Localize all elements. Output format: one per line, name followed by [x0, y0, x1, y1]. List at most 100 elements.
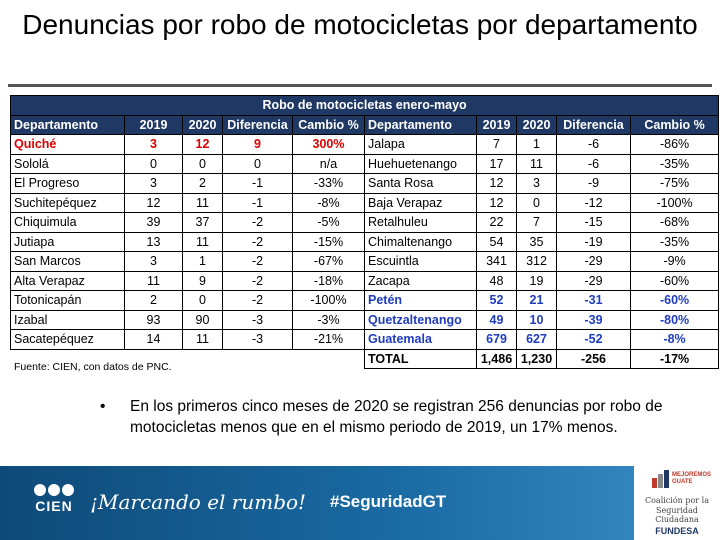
table-cell: Izabal [10, 309, 125, 330]
col-header: Departamento [10, 114, 125, 135]
table-cell: Jutiapa [10, 231, 125, 252]
table-cell: -100% [292, 290, 365, 311]
table-cell: Jalapa [364, 134, 477, 155]
table-cell: 39 [124, 212, 183, 233]
table-cell: -1 [222, 173, 293, 194]
title-divider [8, 84, 712, 87]
table-cell: 12 [476, 192, 517, 213]
table-cell: 14 [124, 329, 183, 350]
source-note: Fuente: CIEN, con datos de PNC. [14, 361, 172, 373]
table-cell: 0 [182, 153, 223, 174]
table-cell: -12 [556, 192, 631, 213]
table-cell: 11 [182, 192, 223, 213]
table-cell: 9 [222, 134, 293, 155]
table-cell: Sacatepéquez [10, 329, 125, 350]
table-cell: Totonicapán [10, 290, 125, 311]
logo-text: CIEN [35, 498, 73, 514]
table-cell: 7 [516, 212, 557, 233]
logo-dot-icon [62, 484, 74, 496]
logo-dot-icon [48, 484, 60, 496]
table-cell: 11 [182, 329, 223, 350]
table-cell: Chimaltenango [364, 231, 477, 252]
col-header: 2020 [182, 114, 223, 135]
partner-logo: MEJOREMOS GUATE Coalición por la Segurid… [634, 466, 720, 540]
table-cell: -68% [629, 212, 720, 233]
table-cell: 49 [476, 309, 517, 330]
table-cell: 19 [516, 270, 557, 291]
table-cell: Alta Verapaz [10, 270, 125, 291]
table-cell: Baja Verapaz [364, 192, 477, 213]
table-row: Totonicapán 2 0 -2 -100% Petén 52 21 -31 -60% [10, 290, 720, 311]
cien-logo: CIEN [34, 484, 74, 522]
col-header: 2020 [516, 114, 557, 135]
table-cell: -2 [222, 290, 293, 311]
partner-small-text: MEJOREMOS GUATE [672, 472, 712, 485]
table-cell: n/a [292, 153, 365, 174]
table-cell: -2 [222, 212, 293, 233]
table-cell: 93 [124, 309, 183, 330]
table-cell: -15% [292, 231, 365, 252]
table-cell: -5% [292, 212, 365, 233]
fundesa-text: FUNDESA [655, 526, 699, 536]
table-cell: 0 [124, 153, 183, 174]
table-cell: -19 [556, 231, 631, 252]
col-header: Cambio % [629, 114, 720, 135]
col-header: Diferencia [222, 114, 293, 135]
slogan: ¡Marcando el rumbo! [90, 490, 307, 514]
table-cell: Quetzaltenango [364, 309, 477, 330]
table-cell: 10 [516, 309, 557, 330]
table-cell: 679 [476, 329, 517, 350]
table-cell: 22 [476, 212, 517, 233]
table-row: San Marcos 3 1 -2 -67% Escuintla 341 312 -29 -9% [10, 251, 720, 272]
table-row: El Progreso 3 2 -1 -33% Santa Rosa 12 3 -9 -75% [10, 173, 720, 194]
table-cell: Escuintla [364, 251, 477, 272]
col-header: Diferencia [556, 114, 631, 135]
partner-line-1: Coalición por la [644, 496, 709, 505]
total-cell: -256 [556, 348, 631, 369]
table-cell: -3 [222, 329, 293, 350]
table-cell: 3 [516, 173, 557, 194]
partner-mark-icon [652, 470, 669, 488]
table-cell: 48 [476, 270, 517, 291]
table-cell: 12 [182, 134, 223, 155]
total-cell: TOTAL [364, 348, 477, 369]
bullet-icon: • [100, 398, 106, 415]
table-cell: 11 [124, 270, 183, 291]
partner-line-2: Seguridad Ciudadana [655, 506, 699, 524]
table-cell: Chiquimula [10, 212, 125, 233]
table-cell: -9% [629, 251, 720, 272]
table-cell: 11 [182, 231, 223, 252]
table-row: Sacatepéquez 14 11 -3 -21% Guatemala 679 627 -52… [10, 329, 720, 350]
table-row: Alta Verapaz 11 9 -2 -18% Zacapa 48 19 -29 -60% [10, 270, 720, 291]
table-cell: 312 [516, 251, 557, 272]
table-cell: 90 [182, 309, 223, 330]
table-cell: 12 [124, 192, 183, 213]
table-cell: Santa Rosa [364, 173, 477, 194]
table-cell: -35% [629, 153, 720, 174]
table-cell: 17 [476, 153, 517, 174]
table-cell: -1 [222, 192, 293, 213]
table-cell: Huehuetenango [364, 153, 477, 174]
table-cell: 0 [222, 153, 293, 174]
table-cell: El Progreso [10, 173, 125, 194]
table-cell: -2 [222, 251, 293, 272]
total-cell: 1,230 [516, 348, 557, 369]
col-header: 2019 [124, 114, 183, 135]
table-cell: -60% [629, 290, 720, 311]
table-cell: -6 [556, 134, 631, 155]
table-row: Quiché 3 12 9 300% Jalapa 7 1 -6 -86% [10, 134, 720, 155]
page-title: Denuncias por robo de motocicletas por d… [22, 9, 698, 40]
table-cell: 1 [182, 251, 223, 272]
table-row: Chiquimula 39 37 -2 -5% Retalhuleu 22 7 -15 -68% [10, 212, 720, 233]
table-cell: -21% [292, 329, 365, 350]
table-cell: 2 [124, 290, 183, 311]
logo-dot-icon [34, 484, 46, 496]
table-cell: 341 [476, 251, 517, 272]
table-cell: 1 [516, 134, 557, 155]
table-cell: -39 [556, 309, 631, 330]
table-cell: Zacapa [364, 270, 477, 291]
table-caption: Robo de motocicletas enero-mayo [9, 95, 720, 116]
hashtag: #SeguridadGT [330, 492, 447, 511]
table-cell: -3 [222, 309, 293, 330]
table-cell: 52 [476, 290, 517, 311]
